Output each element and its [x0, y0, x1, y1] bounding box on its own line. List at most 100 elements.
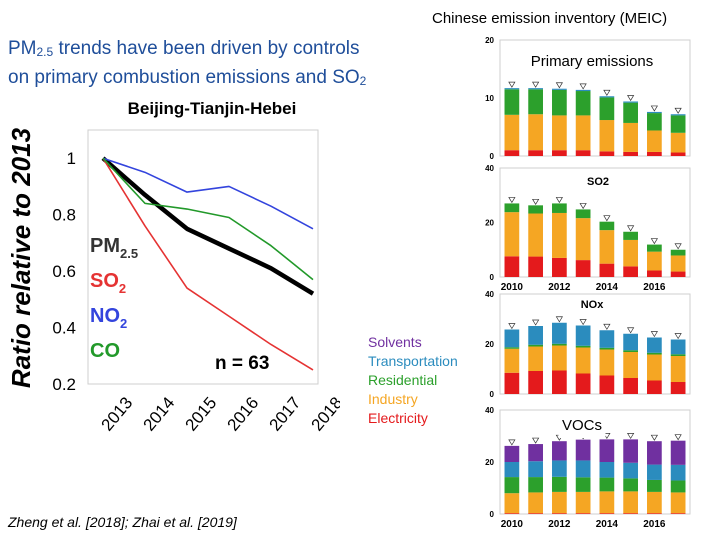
- bar-segment-electricity: [623, 378, 638, 394]
- bar-segment-electricity: [670, 382, 686, 394]
- bar-segment-industry: [670, 255, 686, 272]
- y-tick-label: 40: [485, 290, 494, 299]
- bar-segment-residential: [504, 89, 520, 115]
- bar-segment-residential: [575, 345, 591, 348]
- bar-total-marker: [579, 319, 587, 326]
- legend-label-no: NO2: [90, 305, 127, 331]
- bar-total-marker: [674, 107, 682, 114]
- title-subscript-so2: 2: [359, 74, 367, 88]
- bar-segment-electricity: [504, 150, 520, 156]
- legend-item-electricity: Electricity: [368, 410, 428, 426]
- bar-total-marker: [627, 433, 635, 440]
- bar-total-marker: [508, 197, 516, 204]
- y-tick-label: 0.6: [52, 262, 76, 281]
- bar-segment-transportation: [504, 88, 520, 90]
- inventory-title: Chinese emission inventory (MEIC): [432, 10, 668, 27]
- series-line-co: [102, 157, 314, 281]
- bar-segment-transportation: [647, 111, 662, 114]
- y-tick-label: 10: [485, 94, 494, 103]
- bar-segment-solvents: [623, 439, 638, 463]
- legend-item-residential: Residential: [368, 372, 438, 388]
- y-tick-label: 0: [490, 390, 495, 399]
- bar-segment-transportation: [575, 325, 591, 346]
- bar-segment-solvents: [552, 441, 567, 461]
- bar-segment-residential: [528, 205, 543, 214]
- legend-item-solvents: Solvents: [368, 334, 422, 350]
- y-tick-label: 20: [485, 340, 494, 349]
- bar-segment-residential: [647, 244, 662, 252]
- x-tick-label: 2017: [266, 393, 305, 434]
- series-line-no: [102, 157, 314, 230]
- series-line-so: [102, 157, 314, 371]
- bar-segment-industry: [623, 491, 638, 514]
- y-tick-label: 0: [490, 152, 495, 161]
- bar-total-marker: [532, 81, 540, 88]
- bar-segment-electricity: [528, 513, 543, 514]
- bar-segment-electricity: [504, 256, 520, 277]
- bar-segment-transportation: [623, 462, 638, 479]
- bar-segment-industry: [623, 239, 638, 267]
- bar-segment-residential: [647, 113, 662, 131]
- bar-segment-residential: [599, 221, 615, 231]
- bar-segment-electricity: [623, 513, 638, 514]
- bar-segment-transportation: [575, 460, 591, 478]
- bar-segment-industry: [647, 491, 662, 514]
- bar-segment-residential: [552, 89, 567, 116]
- bar-segment-electricity: [552, 513, 567, 514]
- x-tick-label: 2014: [596, 519, 619, 530]
- bar-segment-industry: [647, 354, 662, 381]
- bar-segment-electricity: [575, 260, 591, 277]
- title-text-pm: PM: [8, 38, 37, 59]
- legend-item-transportation: Transportation: [368, 353, 458, 369]
- bar-segment-residential: [528, 477, 543, 493]
- bar-segment-industry: [670, 132, 686, 153]
- bar-segment-solvents: [504, 445, 520, 462]
- bar-segment-solvents: [575, 439, 591, 461]
- x-tick-label: 2010: [501, 519, 524, 530]
- so2-emissions-chart: 40 20 0 2010 2012 2014 2016 SO2: [485, 164, 691, 293]
- bar-segment-transportation: [599, 96, 615, 98]
- bar-segment-residential: [575, 477, 591, 492]
- bar-total-marker: [508, 439, 516, 446]
- bar-segment-residential: [575, 209, 591, 219]
- chart-title: Beijing-Tianjin-Hebei: [128, 99, 297, 118]
- y-axis-label: Ratio relative to 2013: [6, 127, 36, 388]
- bar-segment-transportation: [552, 88, 567, 90]
- bar-segment-solvents: [528, 444, 543, 462]
- bar-segment-residential: [670, 249, 686, 256]
- bar-total-marker: [627, 95, 635, 102]
- bar-total-marker: [603, 323, 611, 330]
- bar-total-marker: [555, 82, 563, 89]
- bar-segment-transportation: [528, 461, 543, 478]
- bar-segment-electricity: [575, 150, 591, 156]
- bar-segment-residential: [599, 347, 615, 350]
- bar-total-marker: [674, 434, 682, 441]
- bar-segment-transportation: [599, 462, 615, 478]
- vocs-emissions-chart: 40 20 0 2010 2012 2014 2016 VOCs: [485, 406, 691, 530]
- bar-segment-residential: [623, 350, 638, 352]
- bar-segment-residential: [623, 478, 638, 492]
- x-tick-label: 2016: [643, 282, 666, 293]
- bar-segment-industry: [575, 218, 591, 261]
- bar-total-marker: [674, 333, 682, 340]
- citation: Zheng et al. [2018]; Zhai et al. [2019]: [8, 514, 237, 530]
- bar-segment-electricity: [647, 151, 662, 156]
- bar-segment-industry: [599, 491, 615, 514]
- bar-segment-electricity: [670, 271, 686, 277]
- bar-segment-electricity: [552, 150, 567, 156]
- bar-segment-electricity: [647, 513, 662, 514]
- y-tick-label: 0.2: [52, 375, 76, 394]
- y-tick-label: 20: [485, 36, 494, 45]
- bar-segment-industry: [528, 346, 543, 371]
- bar-segment-transportation: [552, 460, 567, 477]
- y-tick-label: 20: [485, 219, 494, 228]
- bar-segment-industry: [552, 115, 567, 151]
- panel-title: Primary emissions: [531, 53, 654, 70]
- x-tick-label: 2012: [548, 282, 571, 293]
- bar-segment-industry: [504, 114, 520, 151]
- bar-total-marker: [627, 327, 635, 334]
- bar-segment-transportation: [504, 329, 520, 348]
- bar-segment-industry: [552, 345, 567, 371]
- bar-segment-electricity: [504, 372, 520, 394]
